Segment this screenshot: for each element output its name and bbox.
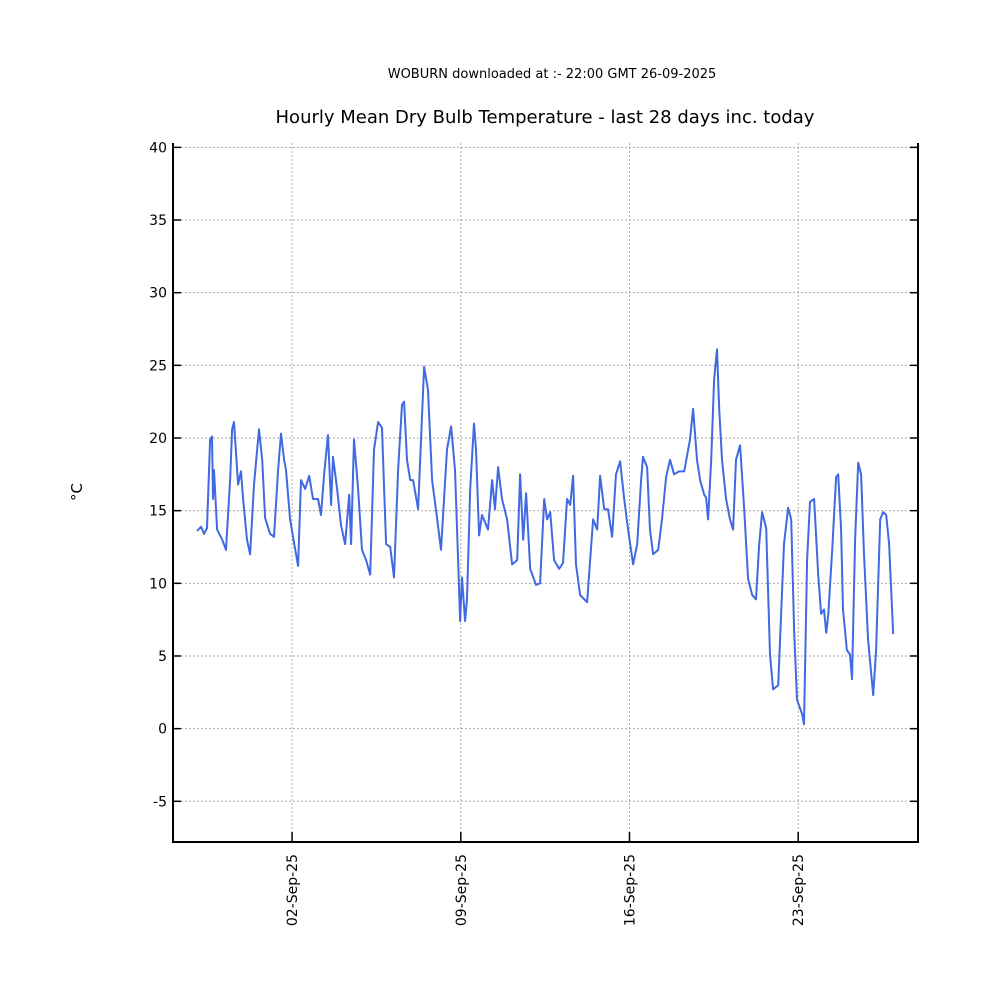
x-tick-label: 09-Sep-25 [454, 854, 470, 926]
y-axis-label: °C [68, 483, 86, 501]
y-tick-label: 25 [149, 358, 167, 374]
x-tick-label: 02-Sep-25 [285, 854, 301, 926]
data-line [196, 348, 895, 726]
axes [172, 143, 919, 843]
y-tick-label: 20 [149, 431, 167, 447]
y-tick-label: 35 [149, 213, 167, 229]
y-tick-label: 15 [149, 504, 167, 520]
y-tick-label: 5 [158, 649, 167, 665]
x-tick-label: 16-Sep-25 [622, 854, 638, 926]
x-tick-label: 23-Sep-25 [791, 854, 807, 926]
y-tick-label: -5 [153, 794, 167, 810]
y-tick-label: 30 [149, 286, 167, 302]
y-tick-label: 40 [149, 140, 167, 156]
chart-subtitle: WOBURN downloaded at :- 22:00 GMT 26-09-… [388, 67, 717, 82]
chart-title: Hourly Mean Dry Bulb Temperature - last … [276, 107, 815, 128]
y-tick-label: 10 [149, 576, 167, 592]
y-tick-label: 0 [158, 722, 167, 738]
